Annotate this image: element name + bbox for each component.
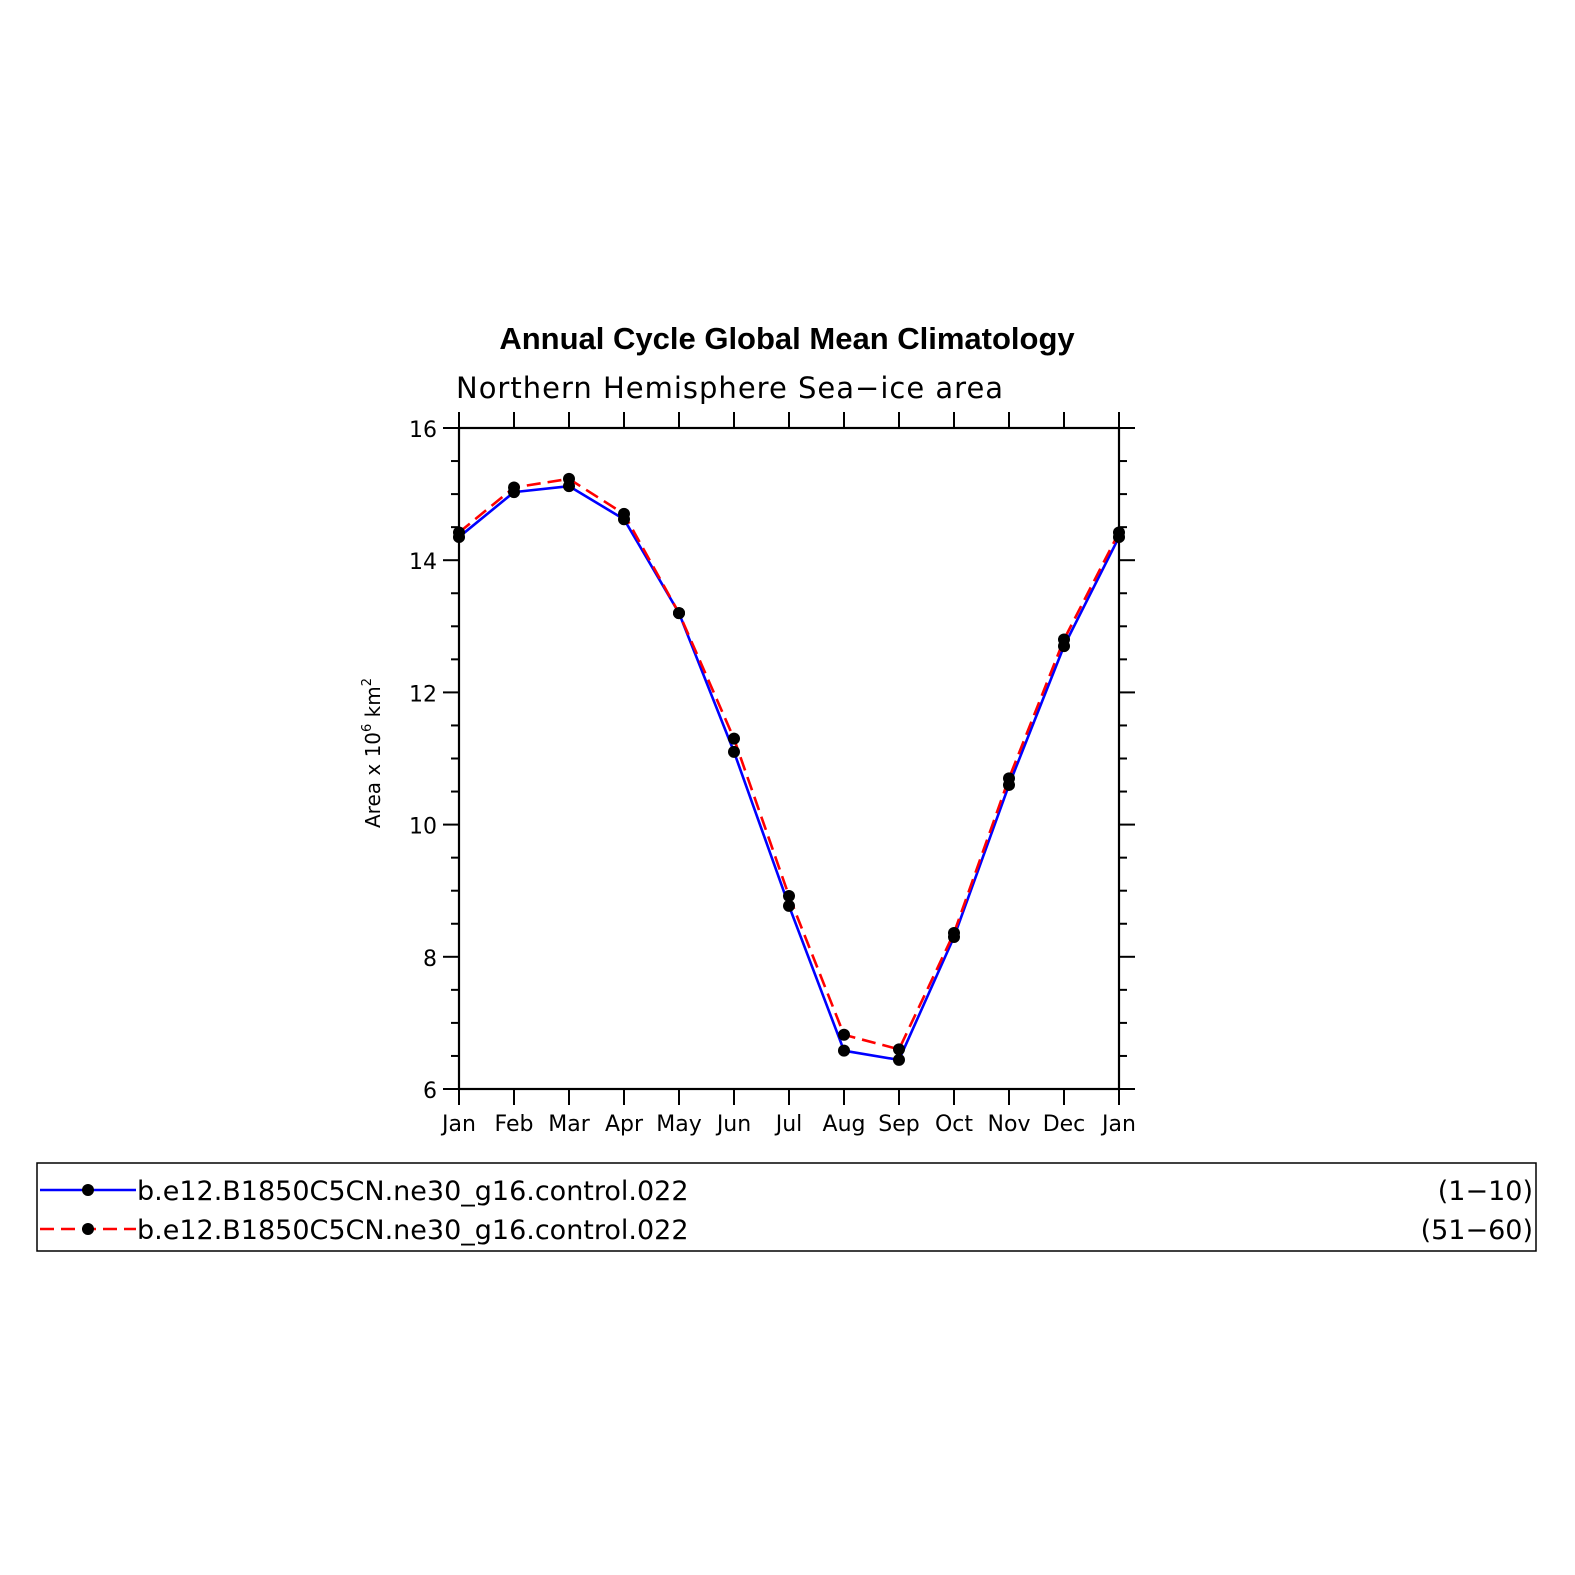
data-point-series-1: [893, 1053, 905, 1066]
data-point-series-2: [1113, 526, 1125, 539]
data-point-series-2: [783, 889, 795, 902]
data-point-series-2: [673, 607, 685, 620]
legend-years-2: (51−60): [1421, 1215, 1533, 1246]
data-point-series-2: [618, 507, 630, 520]
data-point-series-2: [453, 526, 465, 539]
x-tick-label: Jan: [440, 1112, 476, 1137]
data-point-series-2: [508, 481, 520, 494]
x-tick-label: Mar: [548, 1112, 590, 1137]
x-tick-label: Jul: [774, 1112, 803, 1137]
data-point-series-2: [563, 472, 575, 485]
x-tick-label: Sep: [878, 1112, 919, 1137]
x-tick-label: Feb: [495, 1112, 534, 1137]
y-tick-label: 12: [409, 682, 437, 707]
legend-box: [36, 1162, 1537, 1252]
data-point-series-1: [728, 745, 740, 758]
y-axis-label-exponent: 6: [360, 724, 375, 732]
y-axis-label-prefix: Area x 10: [361, 732, 385, 828]
x-tick-label: Jan: [1100, 1112, 1136, 1137]
legend: b.e12.B1850C5CN.ne30_g16.control.022 (1−1…: [36, 1162, 1537, 1252]
x-tick-label: Nov: [988, 1112, 1031, 1137]
data-point-series-2: [893, 1043, 905, 1056]
series-layer: [453, 472, 1125, 1066]
x-tick-label: Aug: [823, 1112, 866, 1137]
legend-label-1: b.e12.B1850C5CN.ne30_g16.control.022: [137, 1176, 689, 1207]
x-tick-label: May: [656, 1112, 701, 1137]
series-line-2: [458, 477, 1121, 1051]
chart-subtitle: Northern Hemisphere Sea−ice area: [456, 371, 1004, 405]
data-point-series-1: [783, 899, 795, 912]
x-tick-label: Oct: [935, 1112, 973, 1137]
data-point-series-2: [728, 732, 740, 745]
y-tick-label: 6: [423, 1079, 437, 1104]
data-point-series-1: [838, 1044, 850, 1057]
y-axis-label-unit-exponent: 2: [360, 678, 375, 686]
legend-marker-1: [82, 1184, 94, 1196]
y-tick-label: 16: [409, 418, 437, 443]
x-tick-labels: Jan Feb Mar Apr May Jun Jul Aug Sep Oct Nov Dec Jan: [440, 1112, 1136, 1137]
series-line-1: [458, 484, 1121, 1062]
y-axis-label-unit: km: [361, 686, 385, 723]
y-axis-label: Area x 106 km2: [360, 678, 385, 828]
x-tick-label: Apr: [605, 1112, 644, 1137]
x-tick-label: Jun: [715, 1112, 751, 1137]
y-tick-label: 8: [423, 947, 437, 972]
legend-marker-2: [82, 1223, 94, 1235]
data-point-series-2: [948, 927, 960, 940]
chart-title: Annual Cycle Global Mean Climatology: [499, 321, 1075, 356]
y-tick-label: 14: [409, 550, 437, 575]
y-tick-label: 10: [409, 815, 437, 840]
data-point-series-2: [1003, 772, 1015, 785]
legend-years-1: (1−10): [1438, 1176, 1533, 1207]
plot-axes: [443, 412, 1135, 1105]
y-tick-labels: 6 8 10 12 14 16: [409, 418, 437, 1104]
data-point-series-2: [838, 1028, 850, 1041]
data-point-series-2: [1058, 633, 1070, 646]
legend-label-2: b.e12.B1850C5CN.ne30_g16.control.022: [137, 1215, 689, 1246]
legend-entries: b.e12.B1850C5CN.ne30_g16.control.022 (1−1…: [40, 1176, 1533, 1246]
x-tick-label: Dec: [1043, 1112, 1086, 1137]
